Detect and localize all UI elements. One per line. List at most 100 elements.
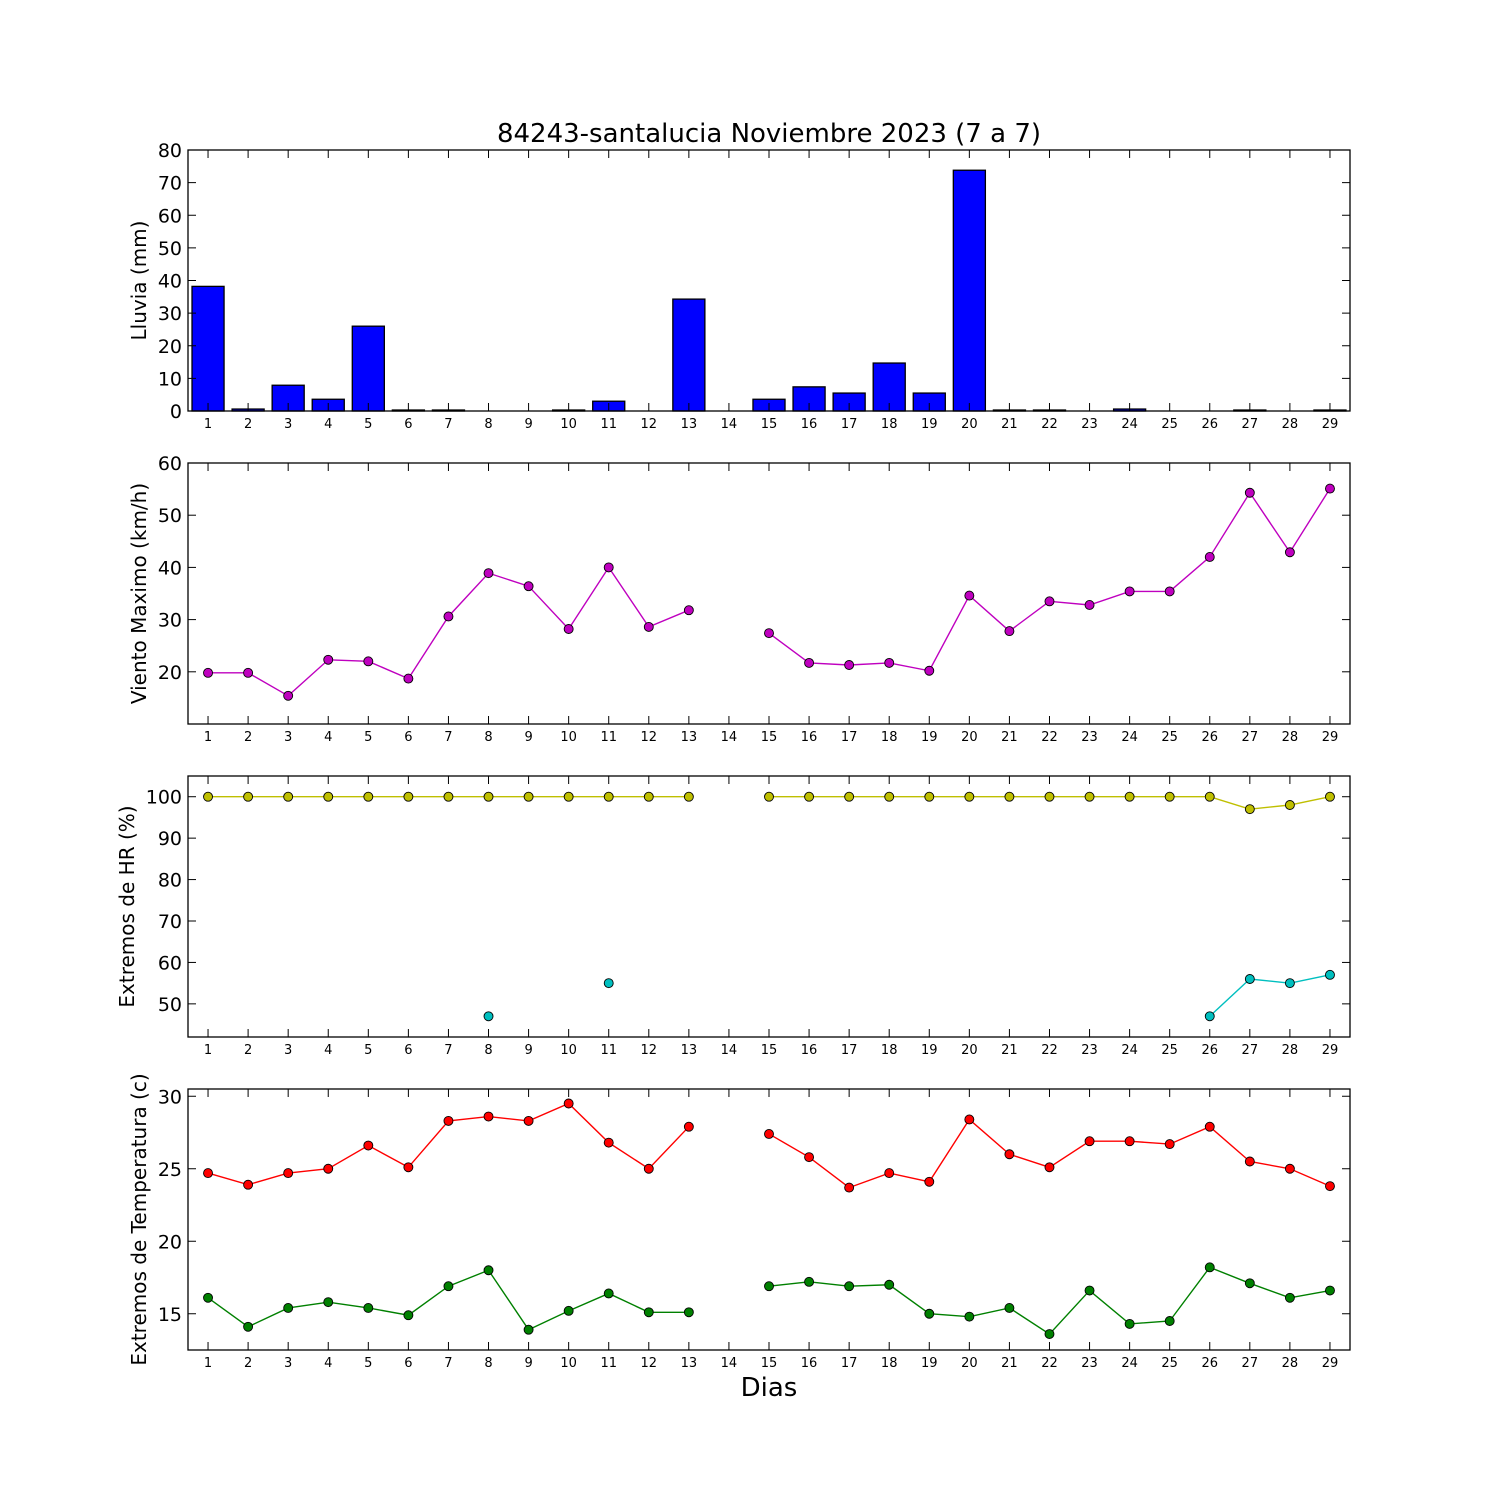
y-tick-label: 20	[158, 336, 182, 358]
x-tick-label: 18	[881, 730, 898, 745]
x-tick-label: 10	[560, 417, 577, 432]
x-tick-label: 3	[284, 417, 292, 432]
x-tick-label: 16	[801, 730, 818, 745]
x-tick-label: 27	[1242, 730, 1259, 745]
series-1-point-day-3	[283, 791, 294, 802]
series-2-line-segment-3	[1209, 974, 1331, 1017]
x-tick-label: 29	[1322, 730, 1339, 745]
series-1-point-day-15	[764, 628, 774, 639]
y-tick-label: 10	[158, 368, 182, 390]
series-1-point-day-5	[363, 656, 374, 667]
x-tick-label: 8	[484, 1043, 492, 1058]
series-2-point-day-26	[1204, 1011, 1215, 1022]
x-axis-label: Dias	[741, 1373, 798, 1403]
x-tick-label: 28	[1282, 417, 1299, 432]
series-1-point-day-10	[563, 624, 574, 634]
series-1-point-day-26	[1204, 791, 1215, 802]
x-tick-label: 27	[1242, 1043, 1259, 1058]
x-tick-label: 17	[841, 730, 858, 745]
x-tick-label: 22	[1041, 417, 1058, 432]
x-tick-label: 6	[404, 1043, 412, 1058]
x-tick-label: 18	[881, 1356, 898, 1371]
series-1-point-day-21	[1004, 791, 1015, 802]
series-2-point-day-29	[1325, 1285, 1335, 1296]
series-2-point-day-23	[1084, 1285, 1095, 1296]
x-tick-label: 8	[484, 1356, 492, 1371]
series-2-point-day-11	[603, 1288, 614, 1299]
series-1-point-day-8	[483, 568, 494, 579]
series-1-point-day-1	[203, 667, 213, 678]
x-tick-label: 9	[524, 730, 532, 745]
x-tick-label: 4	[324, 730, 332, 745]
x-tick-label: 1	[204, 730, 212, 745]
x-tick-label: 13	[681, 1356, 698, 1371]
series-1-point-day-8	[483, 1111, 494, 1122]
x-tick-label: 6	[404, 730, 412, 745]
series-1-point-day-6	[403, 673, 414, 684]
series-1-point-day-17	[844, 1182, 855, 1193]
series-1-point-day-22	[1044, 596, 1055, 607]
series-1-point-day-7	[443, 1115, 454, 1126]
x-tick-label: 7	[444, 730, 452, 745]
x-tick-label: 11	[600, 1043, 617, 1058]
x-tick-label: 25	[1161, 417, 1178, 432]
x-tick-label: 14	[721, 1356, 738, 1371]
series-2-point-day-8	[483, 1011, 494, 1022]
series-2-point-day-3	[283, 1302, 294, 1313]
series-1-point-day-21	[1004, 626, 1015, 637]
x-tick-label: 13	[681, 417, 698, 432]
x-tick-label: 28	[1282, 1043, 1299, 1058]
series-2-point-day-25	[1164, 1316, 1175, 1326]
series-1-point-day-8	[483, 791, 494, 802]
series-2-point-day-19	[924, 1308, 935, 1319]
y-tick-label: 70	[158, 173, 182, 195]
series-1-point-day-11	[603, 791, 614, 802]
series-2-point-day-1	[203, 1292, 213, 1303]
y-tick-label: 60	[158, 453, 182, 475]
series-2-point-day-17	[844, 1281, 855, 1292]
x-tick-label: 13	[681, 730, 698, 745]
x-tick-label: 17	[841, 1043, 858, 1058]
series-1-point-day-26	[1204, 552, 1215, 562]
y-tick-label: 70	[158, 911, 182, 933]
series-1-point-day-15	[764, 1128, 774, 1139]
series-2-point-day-20	[964, 1311, 975, 1322]
x-tick-label: 21	[1001, 417, 1018, 432]
y-tick-label: 100	[146, 787, 182, 809]
series-2-point-day-8	[483, 1265, 494, 1276]
series-1-point-day-9	[523, 1115, 534, 1126]
series-1-point-day-18	[884, 791, 895, 802]
series-1-point-day-10	[563, 1098, 574, 1109]
x-tick-label: 28	[1282, 730, 1299, 745]
series-2-point-day-27	[1244, 974, 1255, 984]
series-1-point-day-22	[1044, 791, 1055, 802]
x-tick-label: 26	[1201, 730, 1218, 745]
series-2-point-day-27	[1244, 1278, 1255, 1289]
y-tick-label: 80	[158, 870, 182, 892]
x-tick-label: 4	[324, 417, 332, 432]
y-tick-label: 20	[158, 1231, 182, 1253]
series-2-point-day-21	[1004, 1302, 1015, 1313]
x-tick-label: 26	[1201, 1043, 1218, 1058]
series-1-point-day-24	[1124, 791, 1135, 802]
series-2-point-day-28	[1284, 1292, 1295, 1303]
x-tick-label: 18	[881, 417, 898, 432]
series-2-point-day-2	[243, 1321, 254, 1332]
x-tick-label: 29	[1322, 417, 1339, 432]
x-tick-label: 7	[444, 417, 452, 432]
series-1-point-day-19	[924, 1176, 935, 1187]
series-1-point-day-9	[523, 581, 534, 592]
y-tick-label: 30	[158, 1086, 182, 1108]
y-tick-label: 30	[158, 610, 182, 632]
series-1-point-day-10	[563, 791, 574, 802]
y-tick-label: 15	[158, 1304, 182, 1326]
series-2-point-day-11	[603, 978, 614, 989]
x-tick-label: 23	[1081, 417, 1098, 432]
x-tick-label: 24	[1121, 1043, 1138, 1058]
series-1-point-day-7	[443, 791, 454, 802]
series-1-point-day-24	[1124, 1136, 1135, 1147]
series-2-point-day-15	[764, 1281, 774, 1292]
